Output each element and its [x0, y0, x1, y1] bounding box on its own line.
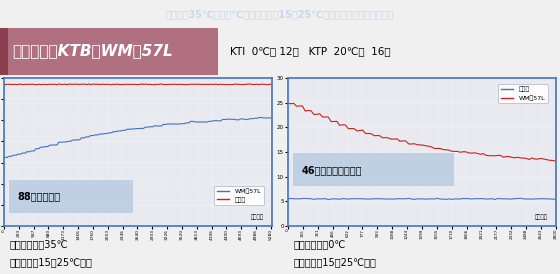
Text: 88時間を維持: 88時間を維持 — [17, 192, 60, 201]
Text: 「外気溓35℃及び０℃を想定とした15～25℃輸送」を目的とした使用例: 「外気溓35℃及び０℃を想定とした15～25℃輸送」を目的とした使用例 — [166, 9, 394, 19]
FancyBboxPatch shape — [10, 180, 133, 213]
Text: KTI  0℃用 12個   KTP  20℃用  16個: KTI 0℃用 12個 KTP 20℃用 16個 — [230, 46, 391, 56]
Text: 外気温設定：0℃: 外気温設定：0℃ — [293, 239, 346, 249]
Text: 経過時間: 経過時間 — [251, 215, 264, 220]
Text: 46時間４０分を維持: 46時間４０分を維持 — [301, 165, 362, 175]
Text: 経過時間: 経過時間 — [535, 215, 548, 220]
Text: 外気温設定：35℃: 外気温設定：35℃ — [10, 239, 68, 249]
Legend: 恒温室, WM－57L: 恒温室, WM－57L — [498, 84, 548, 103]
Text: 維持温度：15～25℃以内: 維持温度：15～25℃以内 — [293, 257, 376, 267]
FancyBboxPatch shape — [293, 153, 454, 186]
Legend: WM－57L, 恒温室: WM－57L, 恒温室 — [214, 186, 264, 205]
Bar — [8, 28, 218, 75]
Text: ボックス：KTB－WM－57L: ボックス：KTB－WM－57L — [12, 44, 172, 59]
Text: 維持温度：15～25℃以内: 維持温度：15～25℃以内 — [10, 257, 92, 267]
Bar — [0, 28, 8, 75]
